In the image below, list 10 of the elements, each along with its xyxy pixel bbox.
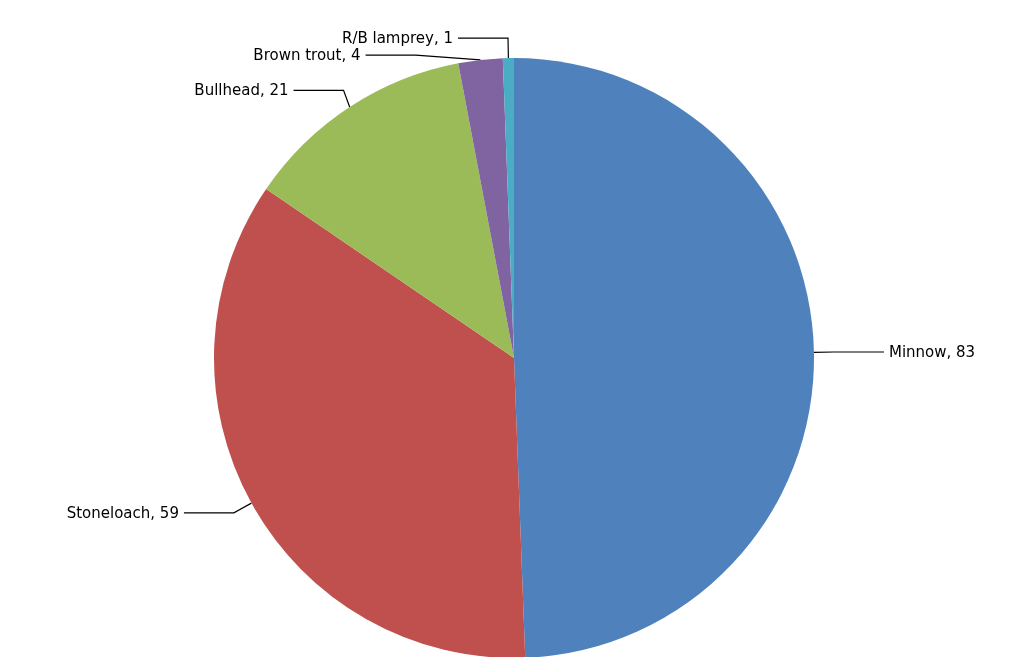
slice-label: Minnow <box>888 343 947 362</box>
slice-label: Stoneloach <box>66 503 151 522</box>
slice-label: Bullhead <box>194 81 260 100</box>
data-label: , 1 <box>433 29 454 48</box>
data-label: , 59 <box>150 503 179 522</box>
data-label: , 83 <box>946 343 976 362</box>
slice-label: Brown trout <box>253 46 342 65</box>
data-label: , 21 <box>259 81 289 100</box>
slice-label: R/B lamprey <box>341 29 435 48</box>
data-label: , 4 <box>341 46 361 65</box>
